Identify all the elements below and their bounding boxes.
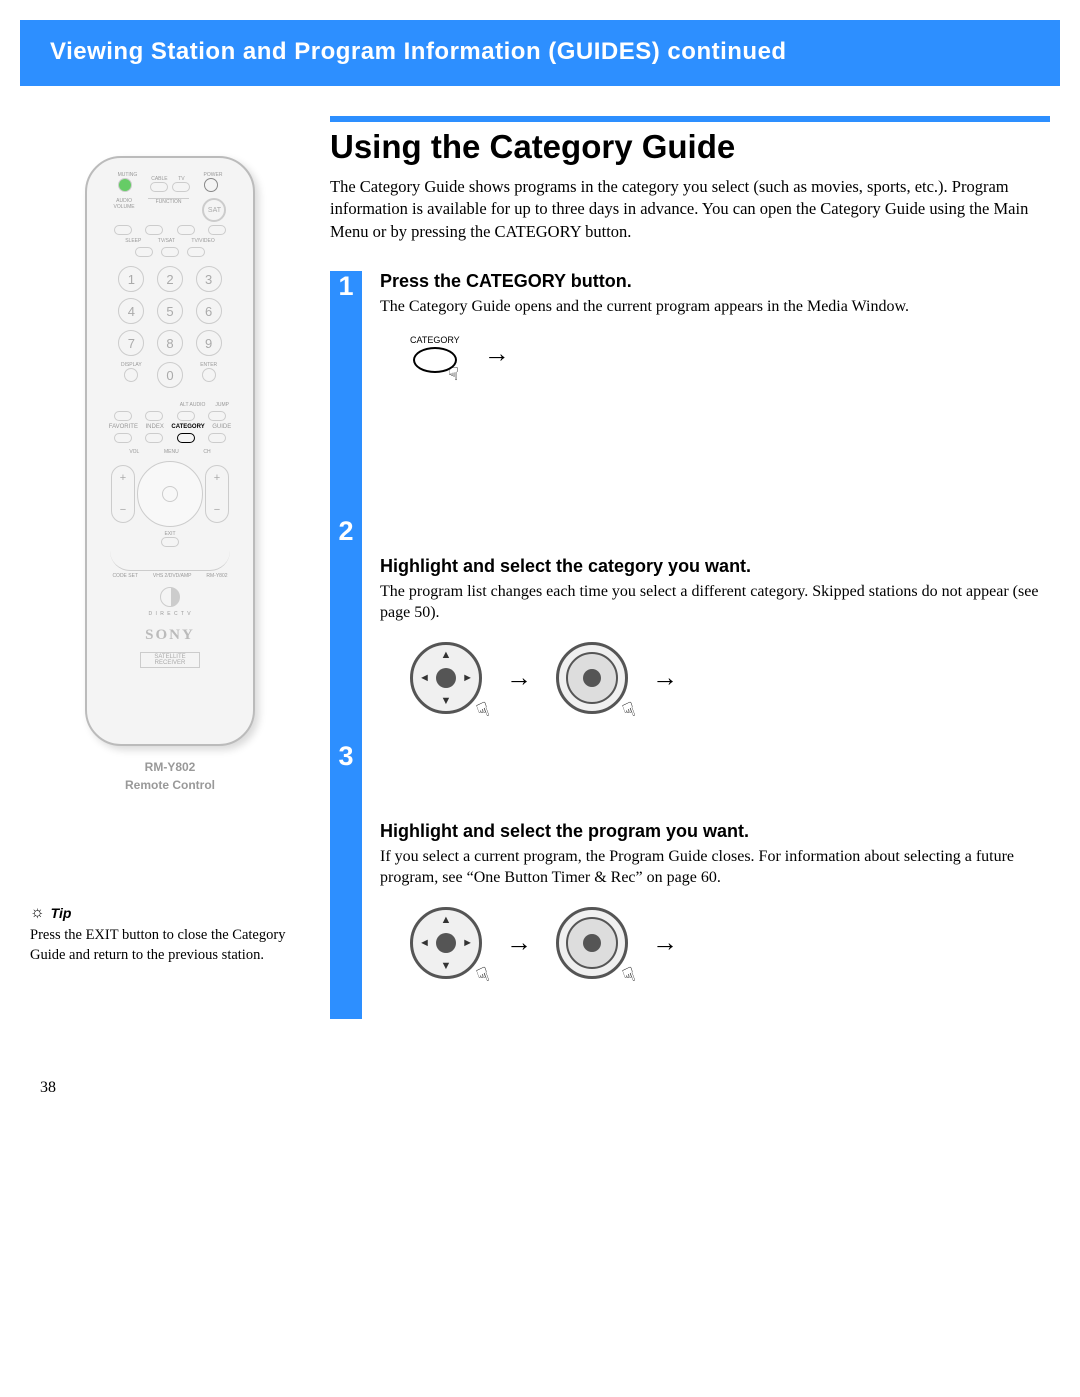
arrow-right-icon: → [484,339,510,369]
step-3: Highlight and select the program you wan… [380,821,1050,979]
hand-press-icon: ☟ [448,364,459,385]
step-2: Highlight and select the category you wa… [380,556,1050,781]
remote-caption-text: Remote Control [30,776,310,794]
remote-category-label: CATEGORY [171,424,204,430]
remote-model: RM-Y802 [30,758,310,776]
page-number: 38 [0,1039,1080,1127]
step-number-bar: 1 2 3 [330,271,362,1019]
remote-illustration: MUTING CABLE TV POWER AUDIOVOLUME FUNCTI… [30,156,310,794]
step-1-title: Press the CATEGORY button. [380,271,1050,292]
tip-block: ☼ Tip Press the EXIT button to close the… [30,904,310,965]
joystick-press-icon: ☟ [556,907,628,979]
step-2-illustration: ▲▼◄► ☟ → ☟ → [380,642,1050,714]
step-1: Press the CATEGORY button. The Category … [380,271,1050,516]
hand-icon: ☟ [619,697,639,725]
main-column: Using the Category Guide The Category Gu… [330,116,1050,1019]
remote-body: MUTING CABLE TV POWER AUDIOVOLUME FUNCTI… [85,156,255,746]
tip-label: Tip [51,905,72,921]
chapter-header: Viewing Station and Program Information … [20,20,1060,86]
remote-sat-label: SATELLITE RECEIVER [140,652,200,668]
remote-caption: RM-Y802 Remote Control [30,758,310,794]
joystick-press-icon: ☟ [556,642,628,714]
remote-numpad: 123 456 789 DISPLAY 0 ENTER [97,260,243,394]
page-content: MUTING CABLE TV POWER AUDIOVOLUME FUNCTI… [0,86,1080,1039]
step-1-desc: The Category Guide opens and the current… [380,296,1050,318]
step-number-1: 1 [330,271,362,302]
arrow-right-icon: → [652,663,678,693]
sony-logo: SONY [97,627,243,644]
intro-paragraph: The Category Guide shows programs in the… [330,176,1050,243]
category-button-label: CATEGORY [410,335,460,345]
steps-container: 1 2 3 Press the CATEGORY button. The Cat… [330,271,1050,1019]
section-title: Using the Category Guide [330,128,1050,166]
hand-icon: ☟ [473,697,493,725]
step-2-title: Highlight and select the category you wa… [380,556,1050,577]
step-number-3: 3 [330,741,362,772]
step-1-illustration: CATEGORY ☟ → [380,335,1050,373]
arrow-right-icon: → [506,663,532,693]
step-number-2: 2 [330,516,362,547]
arrow-right-icon: → [506,928,532,958]
section-rule [330,116,1050,122]
directv-logo-icon [155,587,185,611]
joystick-navigate-icon: ▲▼◄► ☟ [410,907,482,979]
sidebar-column: MUTING CABLE TV POWER AUDIOVOLUME FUNCTI… [30,116,330,1019]
step-2-desc: The program list changes each time you s… [380,581,1050,624]
tip-text: Press the EXIT button to close the Categ… [30,926,290,965]
lightbulb-icon: ☼ [30,904,45,922]
category-button-icon: CATEGORY ☟ [410,335,460,373]
step-3-illustration: ▲▼◄► ☟ → ☟ → [380,907,1050,979]
chapter-title: Viewing Station and Program Information … [50,38,787,65]
arrow-right-icon: → [652,928,678,958]
step-3-desc: If you select a current program, the Pro… [380,846,1050,889]
step-3-title: Highlight and select the program you wan… [380,821,1050,842]
hand-icon: ☟ [473,962,493,990]
hand-icon: ☟ [619,962,639,990]
joystick-navigate-icon: ▲▼◄► ☟ [410,642,482,714]
